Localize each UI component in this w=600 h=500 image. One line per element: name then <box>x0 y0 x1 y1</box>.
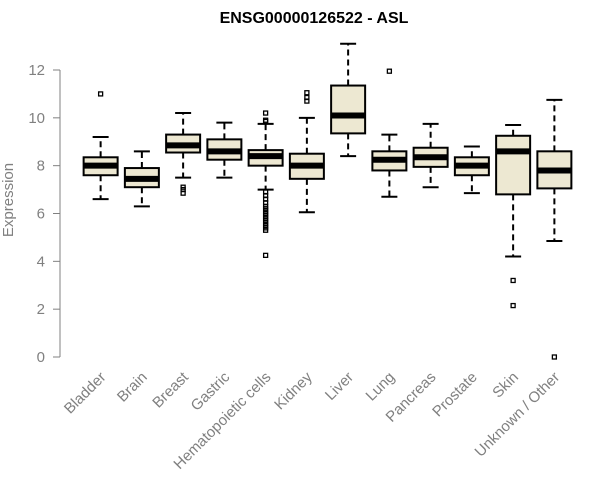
outlier-point <box>551 354 558 360</box>
outlier-point <box>304 98 310 104</box>
y-tick-label: 10 <box>28 110 45 127</box>
box-group <box>288 90 325 214</box>
y-tick-label: 12 <box>28 62 45 79</box>
outlier-point <box>180 190 186 196</box>
box-group <box>330 42 367 158</box>
outlier-point <box>510 277 516 284</box>
x-tick-label: Brain <box>114 369 151 406</box>
box-group <box>123 150 160 208</box>
outlier-point <box>510 302 516 309</box>
outlier-point <box>262 227 269 233</box>
y-axis: 0 2 4 6 8 10 12 <box>28 62 61 366</box>
box-group <box>412 122 449 189</box>
y-tick-label: 6 <box>37 206 45 223</box>
x-tick-label: Lung <box>363 369 399 405</box>
box-group <box>206 121 243 179</box>
x-tick-label: Breast <box>149 368 192 411</box>
x-tick-label: Skin <box>489 369 522 402</box>
box-iqr <box>330 84 367 135</box>
y-tick-label: 0 <box>37 349 45 366</box>
box-group <box>247 110 284 259</box>
box-group <box>82 91 119 201</box>
y-axis-label: Expression <box>0 163 17 237</box>
x-tick-label: Liver <box>322 369 357 404</box>
x-tick-label: Kidney <box>271 368 316 413</box>
outlier-point <box>97 91 104 97</box>
box-group <box>453 145 490 195</box>
y-tick-label: 4 <box>37 253 45 270</box>
box-group <box>165 112 202 196</box>
chart-title: ENSG00000126522 - ASL <box>220 10 409 27</box>
boxes-layer <box>82 42 573 360</box>
box-group <box>371 68 408 198</box>
outlier-point <box>262 118 269 125</box>
outlier-point <box>262 252 269 259</box>
box-group <box>495 124 532 309</box>
outlier-point <box>262 110 269 116</box>
box-group <box>536 98 573 360</box>
y-tick-label: 8 <box>37 158 45 175</box>
box-iqr <box>495 134 532 196</box>
outlier-point <box>386 68 393 74</box>
outlier-point <box>304 90 310 96</box>
x-tick-label: Bladder <box>61 369 110 418</box>
x-tick-label: Prostate <box>429 369 481 421</box>
y-tick-label: 2 <box>37 301 45 318</box>
